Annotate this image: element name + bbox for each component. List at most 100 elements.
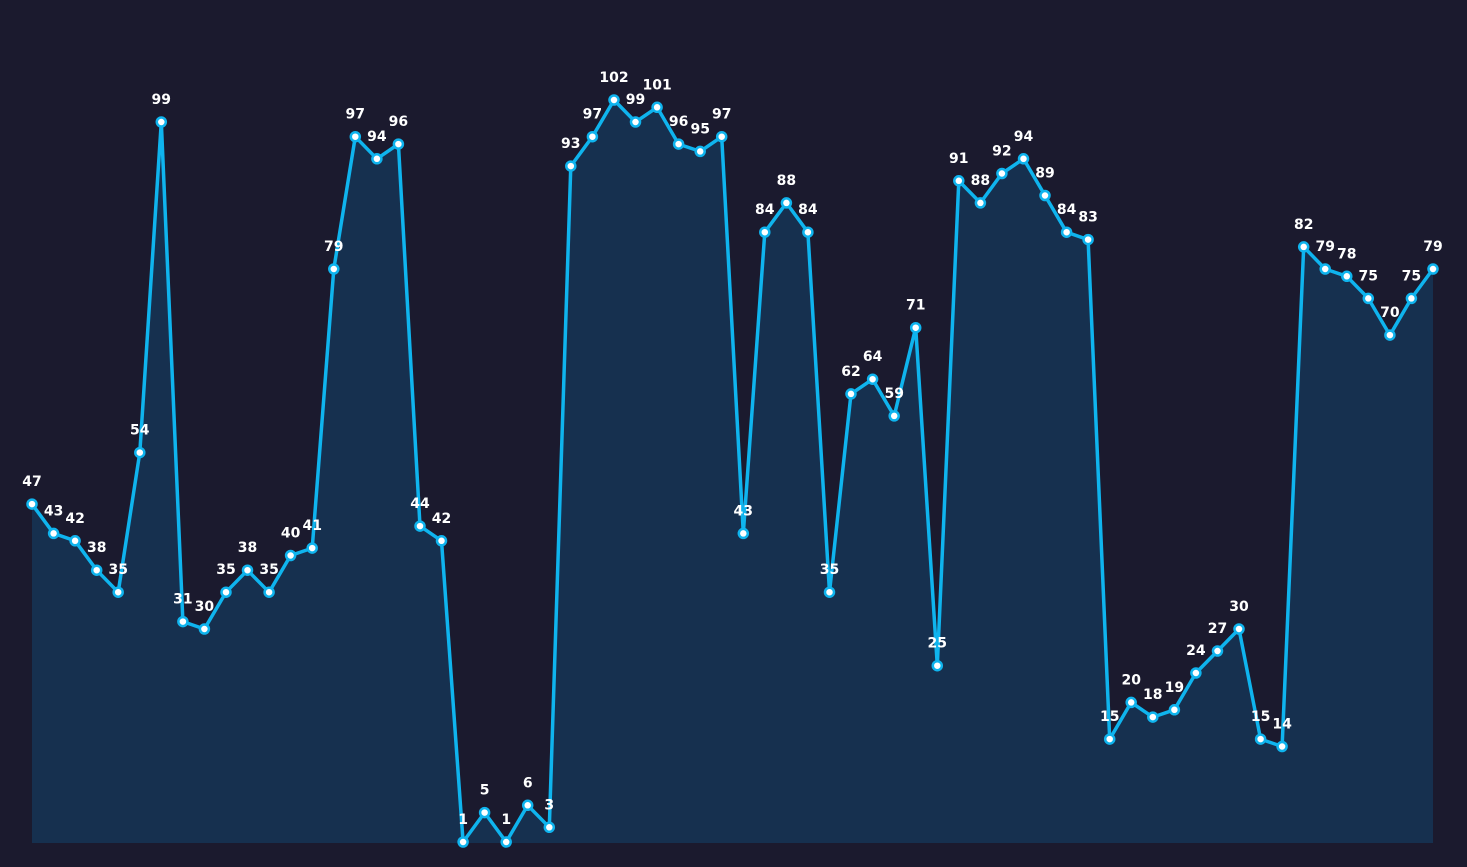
data-point: [220, 586, 232, 598]
data-label: 84: [798, 202, 818, 218]
data-label: 84: [755, 202, 775, 218]
data-point: [328, 263, 340, 275]
data-point: [608, 94, 620, 106]
data-point: [1362, 292, 1375, 305]
data-label: 78: [1337, 246, 1356, 262]
data-label: 70: [1380, 305, 1400, 321]
data-label: 79: [1423, 239, 1442, 255]
data-point: [1341, 270, 1353, 283]
data-label: 35: [108, 562, 127, 578]
data-point: [737, 527, 750, 540]
data-point: [306, 542, 318, 554]
data-label: 42: [432, 511, 451, 527]
data-label: 30: [1229, 599, 1249, 615]
data-point: [26, 498, 38, 510]
data-label: 24: [1186, 643, 1206, 659]
area-fill: [32, 100, 1433, 843]
data-point: [672, 138, 685, 150]
data-label: 82: [1294, 217, 1313, 233]
data-label: 35: [259, 562, 278, 578]
data-point: [1211, 645, 1224, 657]
data-point: [198, 623, 211, 635]
data-label: 6: [523, 775, 533, 791]
data-label: 35: [820, 562, 839, 578]
data-point: [1147, 711, 1159, 723]
data-point: [1233, 623, 1245, 635]
data-point: [715, 130, 728, 143]
data-label: 59: [884, 386, 903, 402]
data-label: 96: [389, 114, 408, 130]
data-point: [90, 564, 103, 576]
data-label: 75: [1359, 268, 1378, 284]
data-point: [69, 535, 81, 547]
data-label: 62: [841, 364, 860, 380]
data-label: 25: [928, 636, 947, 652]
data-point: [1039, 189, 1051, 202]
data-point: [457, 836, 469, 848]
data-label: 30: [195, 599, 215, 615]
data-label: 14: [1272, 717, 1292, 733]
data-label: 79: [1315, 239, 1334, 255]
data-label: 35: [216, 562, 235, 578]
data-label: 15: [1251, 709, 1270, 725]
data-label: 83: [1078, 210, 1097, 226]
data-point: [1103, 733, 1116, 745]
data-label: 101: [642, 77, 671, 93]
data-point: [500, 836, 512, 848]
data-point: [996, 167, 1008, 180]
data-point: [909, 321, 922, 334]
data-point: [845, 388, 857, 400]
data-label: 42: [65, 511, 84, 527]
data-label: 43: [734, 503, 753, 519]
data-label: 88: [777, 173, 796, 189]
data-label: 89: [1035, 166, 1054, 182]
data-point: [1017, 153, 1030, 165]
data-label: 94: [367, 129, 387, 145]
data-point: [1319, 263, 1331, 275]
data-label: 99: [152, 92, 171, 108]
data-point: [435, 535, 448, 547]
data-point: [1276, 740, 1288, 753]
data-point: [371, 153, 383, 165]
data-point: [112, 586, 124, 598]
data-label: 40: [281, 526, 301, 542]
data-point: [759, 226, 771, 238]
data-point: [134, 446, 146, 459]
data-label: 84: [1057, 202, 1077, 218]
data-label: 38: [87, 540, 106, 556]
data-label: 20: [1121, 672, 1141, 688]
data-point: [284, 549, 297, 562]
data-point: [241, 564, 254, 576]
data-point: [1254, 733, 1267, 745]
data-point: [1405, 292, 1418, 305]
data-label: 27: [1208, 621, 1227, 637]
data-label: 96: [669, 114, 688, 130]
data-label: 102: [599, 70, 628, 86]
data-label: 97: [346, 107, 365, 123]
data-point: [953, 175, 965, 187]
data-label: 18: [1143, 687, 1162, 703]
data-label: 71: [906, 298, 925, 314]
data-point: [1060, 226, 1073, 238]
data-point: [521, 799, 534, 812]
data-label: 88: [971, 173, 990, 189]
data-label: 64: [863, 349, 883, 365]
data-point: [974, 197, 987, 209]
data-markers: [26, 94, 1439, 848]
data-point: [1082, 233, 1094, 246]
data-label: 93: [561, 136, 580, 152]
data-label: 41: [302, 518, 321, 534]
data-point: [414, 520, 426, 532]
data-label: 97: [583, 107, 602, 123]
data-label: 94: [1014, 129, 1034, 145]
data-point: [651, 101, 663, 114]
data-point: [543, 821, 556, 834]
data-label: 43: [44, 503, 63, 519]
data-label: 47: [22, 474, 41, 490]
data-label: 97: [712, 107, 731, 123]
data-point: [780, 197, 793, 209]
data-label: 79: [324, 239, 343, 255]
data-point: [155, 116, 168, 128]
